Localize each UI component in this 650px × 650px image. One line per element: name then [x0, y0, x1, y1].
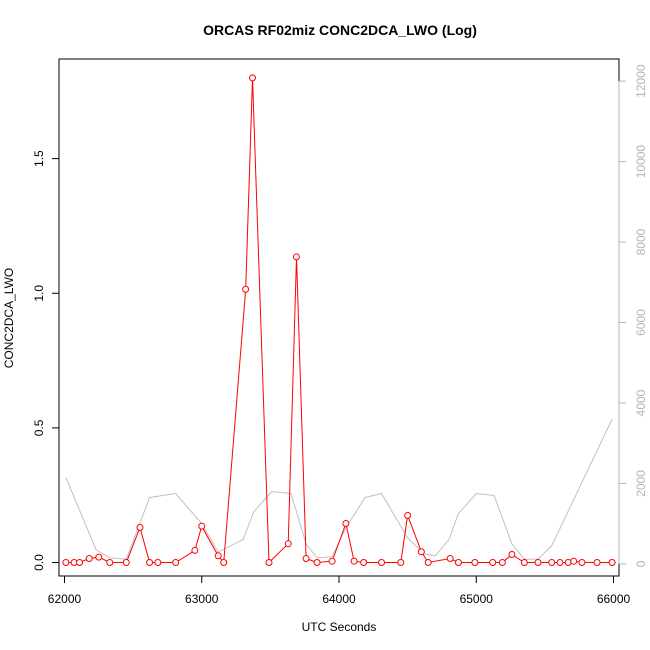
plot-frame [58, 58, 620, 577]
series-0-point-27 [397, 559, 405, 567]
series-0-point-7 [136, 524, 144, 532]
series-0-point-25 [360, 559, 368, 567]
series-0-point-33 [471, 559, 479, 567]
series-0-point-17 [265, 559, 273, 567]
series-0-point-9 [154, 559, 162, 567]
y-axis-label: CONC2DCA_LWO [2, 268, 16, 368]
series-right [65, 418, 613, 560]
series-0-point-8 [146, 559, 154, 567]
series-0-point-19 [292, 253, 300, 261]
series-0-point-30 [424, 559, 432, 567]
y2-tick-label-5: 10000 [634, 145, 648, 179]
y2-tick-label-0: 0 [634, 560, 648, 567]
series-0-point-3 [85, 554, 93, 562]
series-0-point-16 [249, 74, 257, 82]
series-0-point-26 [378, 559, 386, 567]
series-0-point-18 [284, 540, 292, 548]
series-0-point-6 [122, 559, 130, 567]
series-0-point-45 [608, 559, 616, 567]
series-0-point-31 [446, 554, 454, 562]
series-0-point-35 [498, 559, 506, 567]
series-0-point-23 [342, 519, 350, 527]
left-axis: 0.0 0.5 1.0 1.5 [32, 150, 60, 571]
series-0-point-21 [313, 559, 321, 567]
series-0-point-32 [454, 559, 462, 567]
series-1-line [65, 418, 613, 560]
series-0-line [65, 77, 613, 564]
series-0-point-43 [578, 559, 586, 567]
series-0-point-22 [328, 557, 336, 565]
series-0-point-44 [593, 559, 601, 567]
x-tick-label-2: 64000 [322, 592, 356, 606]
series-0-point-13 [214, 552, 222, 560]
y-tick-label-2: 1.0 [32, 285, 46, 302]
y2-tick-label-3: 6000 [634, 309, 648, 336]
y2-tick-label-1: 2000 [634, 470, 648, 497]
x-axis: 62000 63000 64000 65000 66000 [48, 575, 631, 606]
chart-title: ORCAS RF02miz CONC2DCA_LWO (Log) [203, 22, 477, 38]
series-0-point-38 [534, 559, 542, 567]
series-0-point-39 [548, 559, 556, 567]
y-tick-label-1: 0.5 [32, 419, 46, 436]
series-0-point-42 [570, 557, 578, 565]
x-tick-label-1: 63000 [185, 592, 219, 606]
y2-tick-label-6: 12000 [634, 64, 648, 98]
x-tick-label-4: 66000 [597, 592, 631, 606]
series-0-point-4 [95, 553, 103, 561]
series-0-point-28 [404, 511, 412, 519]
series-0-point-0 [62, 559, 70, 567]
x-tick-label-3: 65000 [460, 592, 494, 606]
x-axis-label: UTC Seconds [302, 620, 377, 634]
right-axis: 0 2000 4000 6000 8000 10000 12000 [618, 64, 648, 567]
series-0-point-36 [508, 550, 516, 558]
series-0-point-11 [191, 546, 199, 554]
y2-tick-label-4: 8000 [634, 228, 648, 255]
series-0-point-29 [417, 548, 425, 556]
x-tick-label-0: 62000 [48, 592, 82, 606]
series-0-point-24 [350, 557, 358, 565]
series-0-point-15 [242, 285, 250, 293]
y-tick-label-3: 1.5 [32, 150, 46, 167]
y-tick-label-0: 0.0 [32, 554, 46, 571]
series-0-point-20 [302, 554, 310, 562]
series-0-point-34 [489, 559, 497, 567]
series-0-point-14 [220, 559, 228, 567]
series-0-point-2 [76, 559, 84, 567]
series-0-point-12 [198, 522, 206, 530]
y2-tick-label-2: 4000 [634, 389, 648, 416]
series-0-point-37 [520, 559, 528, 567]
series-left [62, 74, 616, 567]
series-0-point-10 [172, 559, 180, 567]
series-0-point-5 [106, 559, 114, 567]
series-0-point-40 [556, 559, 564, 567]
